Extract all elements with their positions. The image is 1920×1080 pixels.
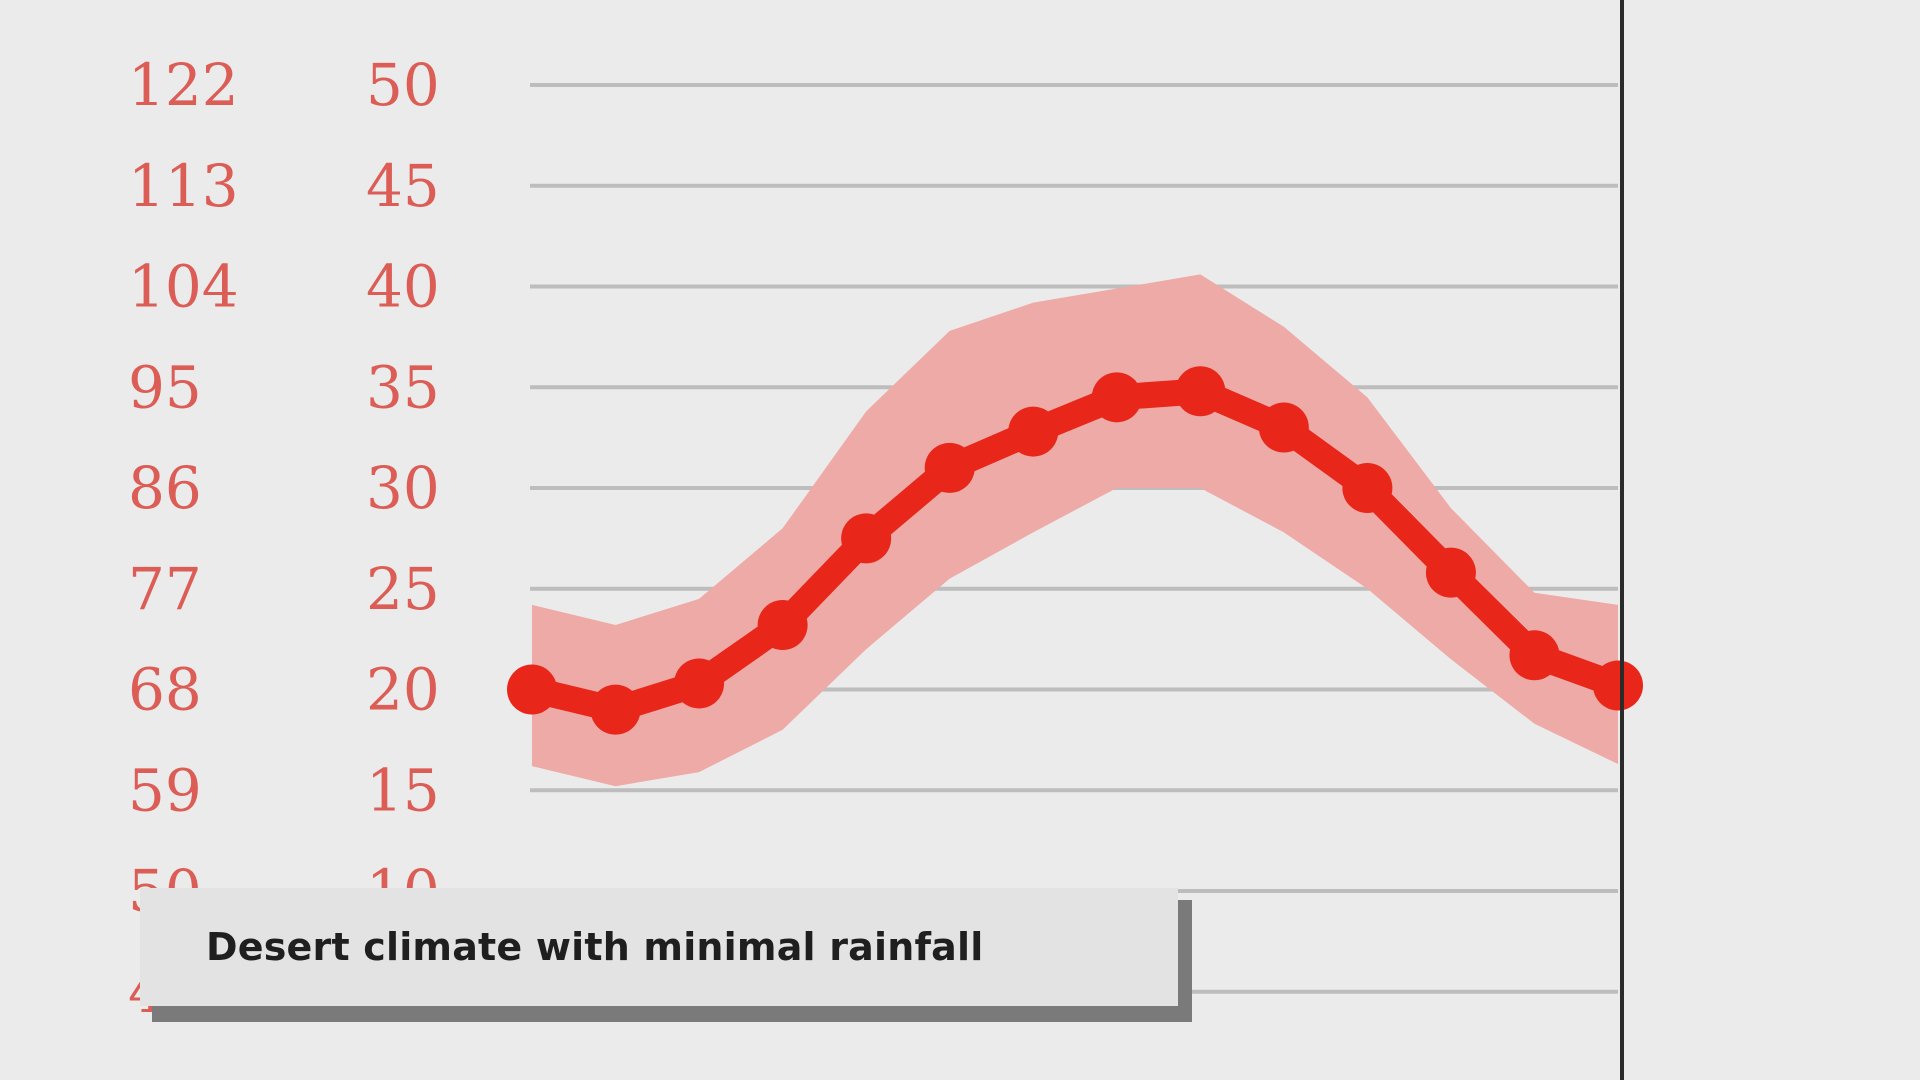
caption-text: Desert climate with minimal rainfall xyxy=(206,925,984,969)
tick-label-f-77: 77 xyxy=(128,555,202,623)
fahrenheit-axis: 12211310495867768595041 xyxy=(128,51,239,1026)
tick-label-c-15: 15 xyxy=(366,756,440,824)
tick-label-c-40: 40 xyxy=(366,253,440,321)
tick-label-c-30: 30 xyxy=(366,454,440,522)
tick-label-c-35: 35 xyxy=(366,353,440,421)
mean-point-10 xyxy=(1342,463,1393,513)
mean-point-11 xyxy=(1425,547,1476,598)
tick-label-c-50: 50 xyxy=(366,51,440,119)
mean-point-0 xyxy=(507,664,557,715)
mean-point-1 xyxy=(590,684,641,735)
tick-label-f-59: 59 xyxy=(128,756,202,824)
mean-point-4 xyxy=(841,513,892,564)
tick-label-c-45: 45 xyxy=(366,152,440,220)
tick-label-f-122: 122 xyxy=(128,51,239,119)
caption-box: Desert climate with minimal rainfall xyxy=(140,888,1178,1006)
mean-point-5 xyxy=(924,442,975,493)
mean-point-7 xyxy=(1091,372,1142,423)
tick-label-c-20: 20 xyxy=(366,656,440,724)
mean-point-13 xyxy=(1593,660,1643,711)
temperature-range-band xyxy=(532,274,1618,787)
min-max-band xyxy=(532,274,1618,787)
mean-point-9 xyxy=(1258,402,1309,453)
tick-label-f-104: 104 xyxy=(128,253,239,321)
celsius-axis: 5045403530252015105 xyxy=(366,51,440,1026)
mean-temperature-series xyxy=(507,366,1643,735)
mean-point-3 xyxy=(757,600,808,651)
tick-label-c-25: 25 xyxy=(366,555,440,623)
mean-point-2 xyxy=(674,658,725,709)
tick-label-f-95: 95 xyxy=(128,353,202,421)
mean-point-12 xyxy=(1509,630,1560,681)
tick-label-f-113: 113 xyxy=(128,152,239,220)
tick-label-f-86: 86 xyxy=(128,454,202,522)
mean-point-8 xyxy=(1175,366,1226,417)
tick-label-f-68: 68 xyxy=(128,656,202,724)
mean-point-6 xyxy=(1008,406,1059,457)
